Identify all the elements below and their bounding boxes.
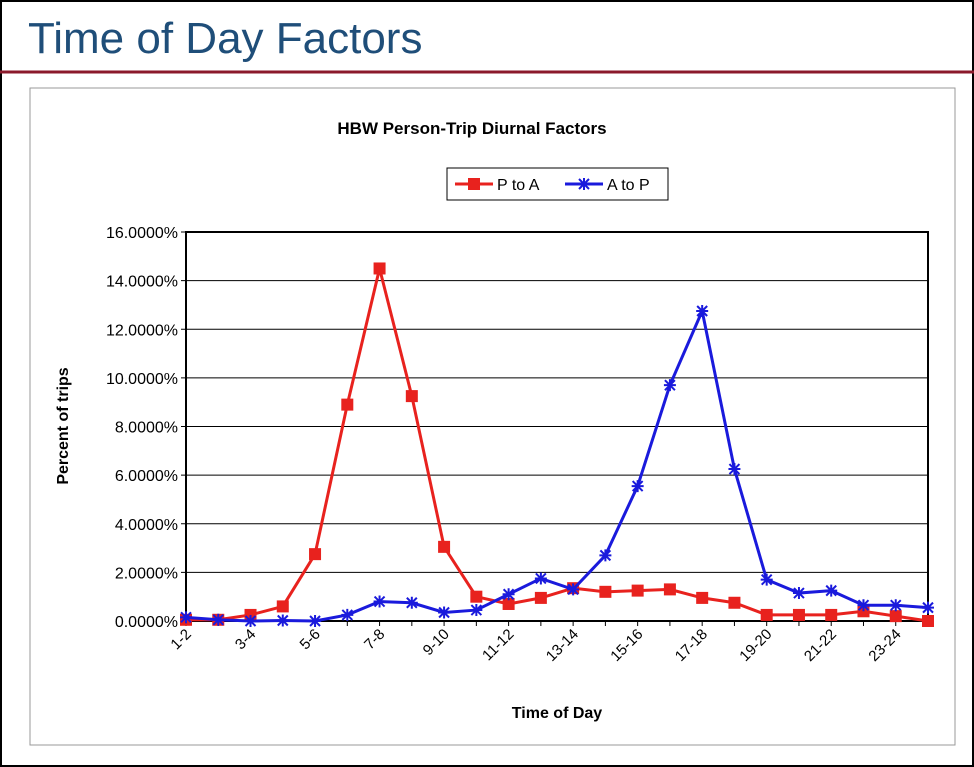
marker-square [405,390,418,403]
y-tick-label: 10.0000% [106,371,178,388]
marker-square [760,608,773,621]
y-tick-label: 16.0000% [106,225,178,242]
marker-asterisk [309,615,322,627]
slide-title: Time of Day Factors [28,14,422,63]
marker-square [309,548,322,561]
marker-square [341,398,354,411]
y-tick-label: 2.0000% [115,565,178,582]
marker-square [728,596,741,609]
marker-square [825,608,838,621]
marker-asterisk [922,601,934,614]
marker-square [889,610,902,623]
marker-asterisk [728,463,741,476]
marker-square [502,597,515,610]
marker-asterisk [212,613,225,626]
marker-asterisk [567,583,580,596]
marker-asterisk [696,305,709,318]
marker-square [599,585,612,598]
marker-asterisk [792,587,805,600]
marker-asterisk [631,480,644,493]
marker-square [470,590,483,603]
marker-asterisk [857,599,870,612]
chart-title: HBW Person-Trip Diurnal Factors [337,119,606,138]
y-tick-label: 14.0000% [106,274,178,291]
marker-asterisk [276,614,289,627]
marker-asterisk [341,608,354,621]
marker-asterisk [534,572,547,585]
marker-square [663,583,676,596]
marker-asterisk [599,549,612,562]
marker-asterisk [578,178,590,190]
marker-asterisk [244,615,257,627]
marker-asterisk [438,606,451,619]
marker-square [631,584,644,597]
marker-square [276,600,289,613]
marker-asterisk [470,604,483,617]
marker-asterisk [760,573,773,586]
marker-square [792,608,805,621]
marker-asterisk [502,588,515,601]
marker-square [534,591,547,604]
marker-square [438,540,451,553]
marker-asterisk [373,595,386,608]
x-axis-title: Time of Day [512,705,603,722]
y-axis-title: Percent of trips [55,367,72,484]
legend-label: P to A [497,177,540,194]
marker-square [468,178,480,190]
plot-area [185,231,929,622]
marker-square [244,608,257,621]
marker-asterisk [825,584,838,597]
y-tick-label: 12.0000% [106,322,178,339]
marker-square [922,615,934,627]
marker-asterisk [889,599,902,612]
marker-square [696,591,709,604]
y-tick-label: 6.0000% [115,468,178,485]
legend-label: A to P [607,177,650,194]
y-tick-label: 4.0000% [115,517,178,534]
marker-asterisk [663,379,676,392]
marker-asterisk [405,596,418,609]
y-tick-label: 8.0000% [115,420,178,437]
marker-square [373,262,386,275]
marker-asterisk [180,611,192,624]
y-tick-label: 0.0000% [115,614,178,631]
